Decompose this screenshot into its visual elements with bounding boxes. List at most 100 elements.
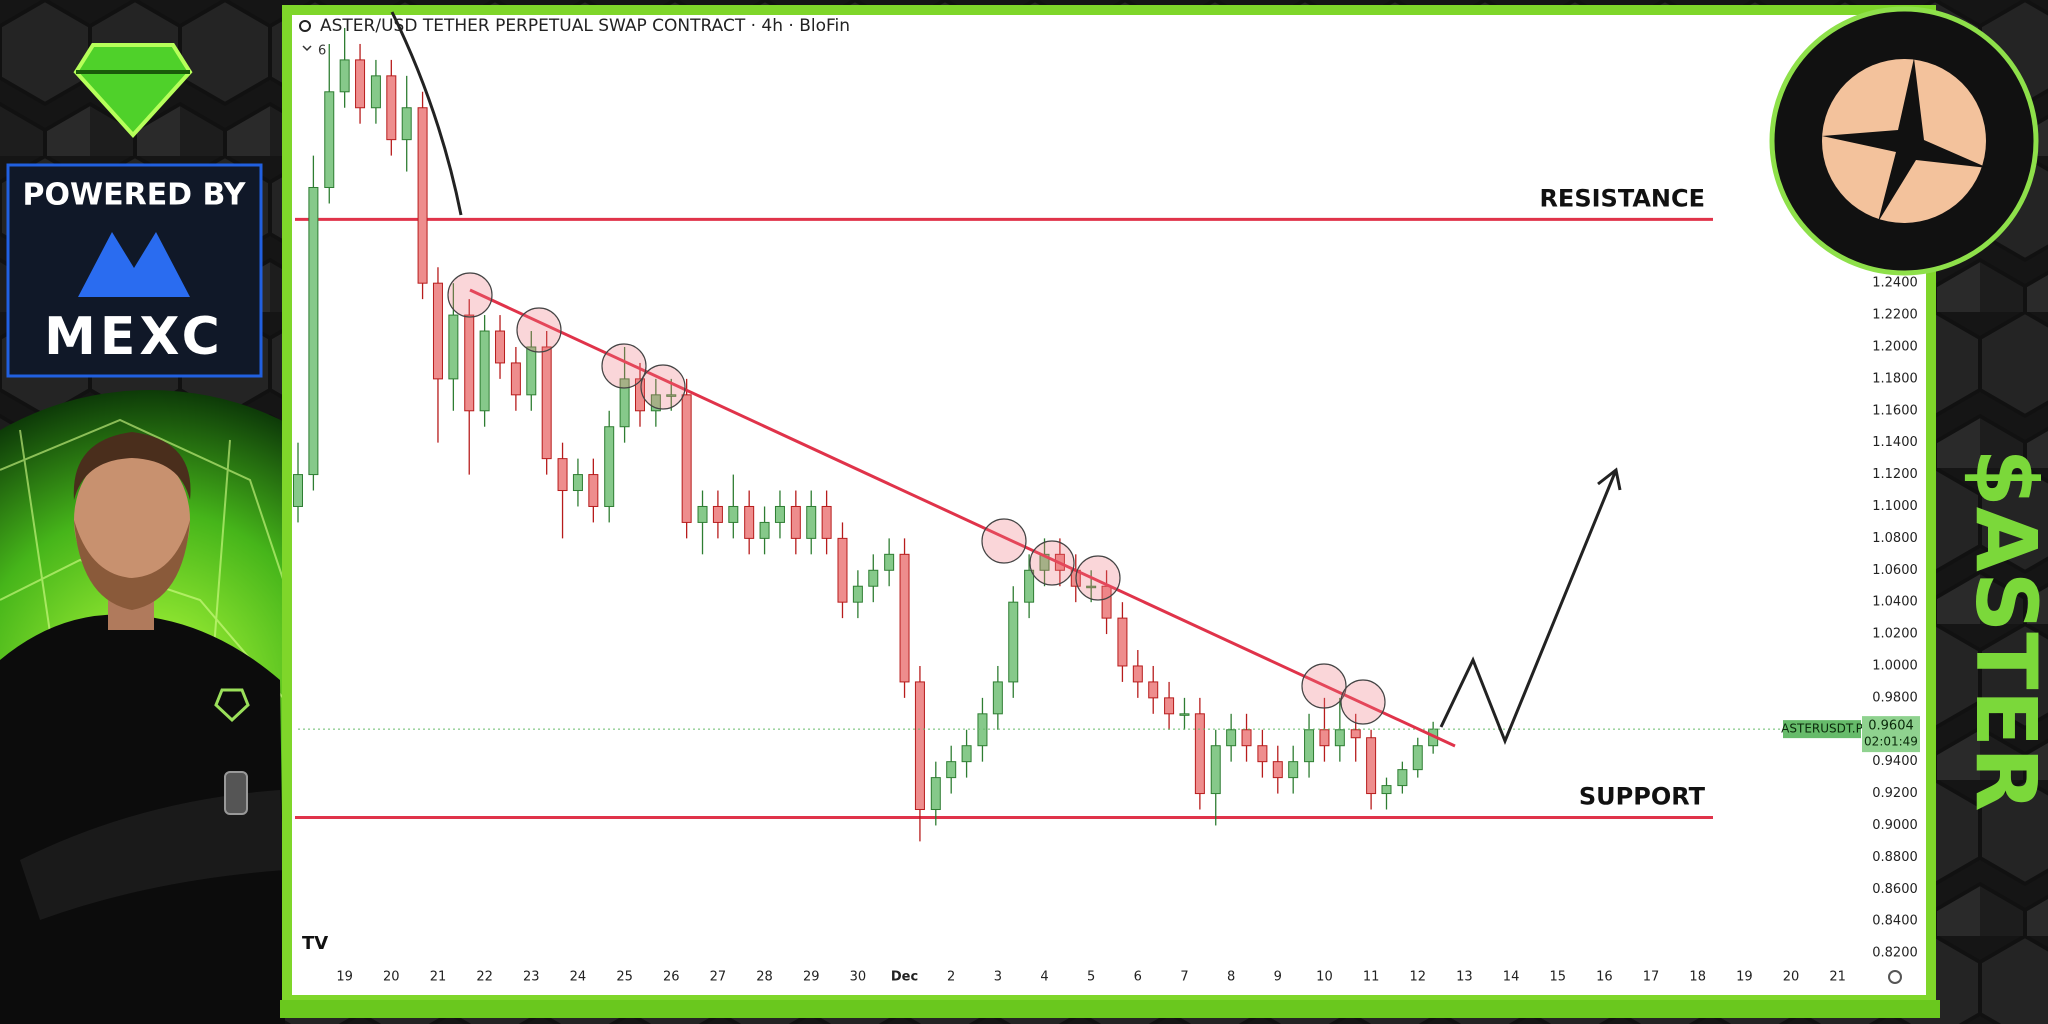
candle-body [821,505,832,539]
y-tick-label: 0.9400 [1872,754,1918,769]
candle-body [1319,729,1330,747]
tv-logo: TV [302,933,328,954]
x-tick-label: 17 [1643,970,1660,985]
y-tick-label: 1.1200 [1872,467,1918,482]
indicator-count: 6 [318,44,326,59]
x-tick-label: 24 [570,970,587,985]
sponsor-logo [78,232,190,297]
candle-body [588,474,599,507]
candle-body [697,505,708,523]
symbol-icon [299,20,311,32]
candle-body [868,569,879,587]
x-tick-label: 20 [1783,970,1800,985]
candle-body [1366,737,1377,795]
candle-body [541,346,552,460]
x-tick-label: 8 [1227,970,1235,985]
x-tick-label: 30 [850,970,867,985]
candle-body [495,330,506,364]
x-tick-label: 3 [994,970,1002,985]
candle-body [681,394,692,523]
diamond-logo [73,43,193,138]
candle-body [1024,569,1035,603]
candle-body [1194,713,1205,795]
candle-body [324,91,335,188]
x-tick-label: 21 [1829,970,1846,985]
candle-body [1241,729,1252,747]
candle-body [1304,729,1315,763]
x-tick-label: 15 [1549,970,1566,985]
y-tick-label: 1.2400 [1872,276,1918,291]
candle-body [604,426,615,507]
candle-body [759,521,770,539]
candle-body [790,505,801,539]
chart-panel [282,5,1936,1005]
x-tick-label: 25 [616,970,633,985]
y-tick-label: 0.8800 [1872,850,1918,865]
symbol-tag-text: ASTERUSDT.P [1781,722,1863,736]
candle-body [1086,585,1097,589]
candle-body [619,378,630,428]
x-tick-label: 4 [1040,970,1048,985]
plot: 0.8200 0.8400 0.8600 0.8800 0.9000 0.9200 0.94… [293,28,1920,985]
price-tag [1862,716,1920,753]
candle-body [634,378,645,412]
x-tick-label: 11 [1363,970,1380,985]
candle-body [1226,729,1237,747]
y-tick-label: 1.1600 [1872,403,1918,418]
x-tick-label: 19 [1736,970,1753,985]
candle-body [1288,761,1299,779]
y-tick-label: 0.9200 [1872,786,1918,801]
candle-body [712,505,723,523]
x-tick-label: 7 [1180,970,1188,985]
candle-body [666,394,677,397]
candle-body [401,107,412,141]
candle-body [1210,745,1221,795]
x-tick-label: 9 [1274,970,1282,985]
aster-logo [1769,6,2039,276]
candle-body [914,681,925,811]
candle-body [1397,769,1408,787]
candle-body [1350,729,1361,739]
y-tick-label: 1.0200 [1872,627,1918,642]
drawn-arrows [390,11,1622,746]
candle-body [992,681,1003,715]
trendline [469,288,1456,748]
candle-body [946,761,957,779]
y-tick-label: 1.2200 [1872,308,1918,323]
candle-body [448,314,459,380]
candle-body [1164,697,1175,715]
candle-body [744,505,755,539]
candle-body [852,585,863,603]
presenter [0,432,285,1024]
y-tick-label: 0.8200 [1872,946,1918,961]
candle-body [1179,713,1190,716]
candle-body [432,282,443,380]
candle-body [930,777,941,811]
y-tick-label: 0.8600 [1872,882,1918,897]
y-tick-label: 1.0800 [1872,531,1918,546]
x-tick-label: 29 [803,970,820,985]
candle-body [293,474,303,507]
candle-body [417,107,428,284]
x-tick-label: 10 [1316,970,1333,985]
y-tick-label: 1.1800 [1872,371,1918,386]
candle-body [1008,601,1019,683]
candle-body [1381,785,1392,795]
candle-body [728,505,739,523]
x-tick-label: 28 [756,970,773,985]
powered-by: POWERED BY [23,178,247,213]
collapse-icon [302,45,312,52]
x-tick-label: 5 [1087,970,1095,985]
sponsor-box [6,163,263,378]
x-tick-label: 27 [710,970,727,985]
settings-icon [1888,970,1902,984]
candle-body [510,362,521,396]
y-tick-label: 1.1000 [1872,499,1918,514]
candle-body [1132,665,1143,683]
chart-title: ASTER/USD TETHER PERPETUAL SWAP CONTRACT… [320,16,850,36]
x-tick-label: 14 [1503,970,1520,985]
x-tick-label: 26 [663,970,680,985]
symbol-tag [1783,720,1861,739]
